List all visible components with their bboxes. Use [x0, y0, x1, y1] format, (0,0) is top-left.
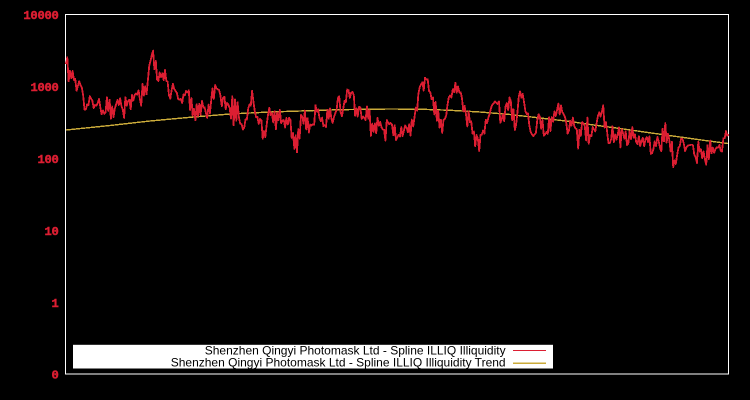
svg-text:10: 10 — [44, 225, 58, 239]
svg-text:0: 0 — [51, 369, 58, 383]
svg-text:1000: 1000 — [30, 81, 58, 95]
svg-text:Shenzhen Qingyi Photomask Ltd: Shenzhen Qingyi Photomask Ltd - Spline I… — [171, 355, 506, 369]
svg-text:100: 100 — [37, 153, 58, 167]
svg-text:Shenzhen Qingyi Photomask Ltd: Shenzhen Qingyi Photomask Ltd - Spline I… — [205, 344, 506, 358]
svg-text:10000: 10000 — [23, 9, 58, 23]
svg-text:1: 1 — [51, 297, 58, 311]
